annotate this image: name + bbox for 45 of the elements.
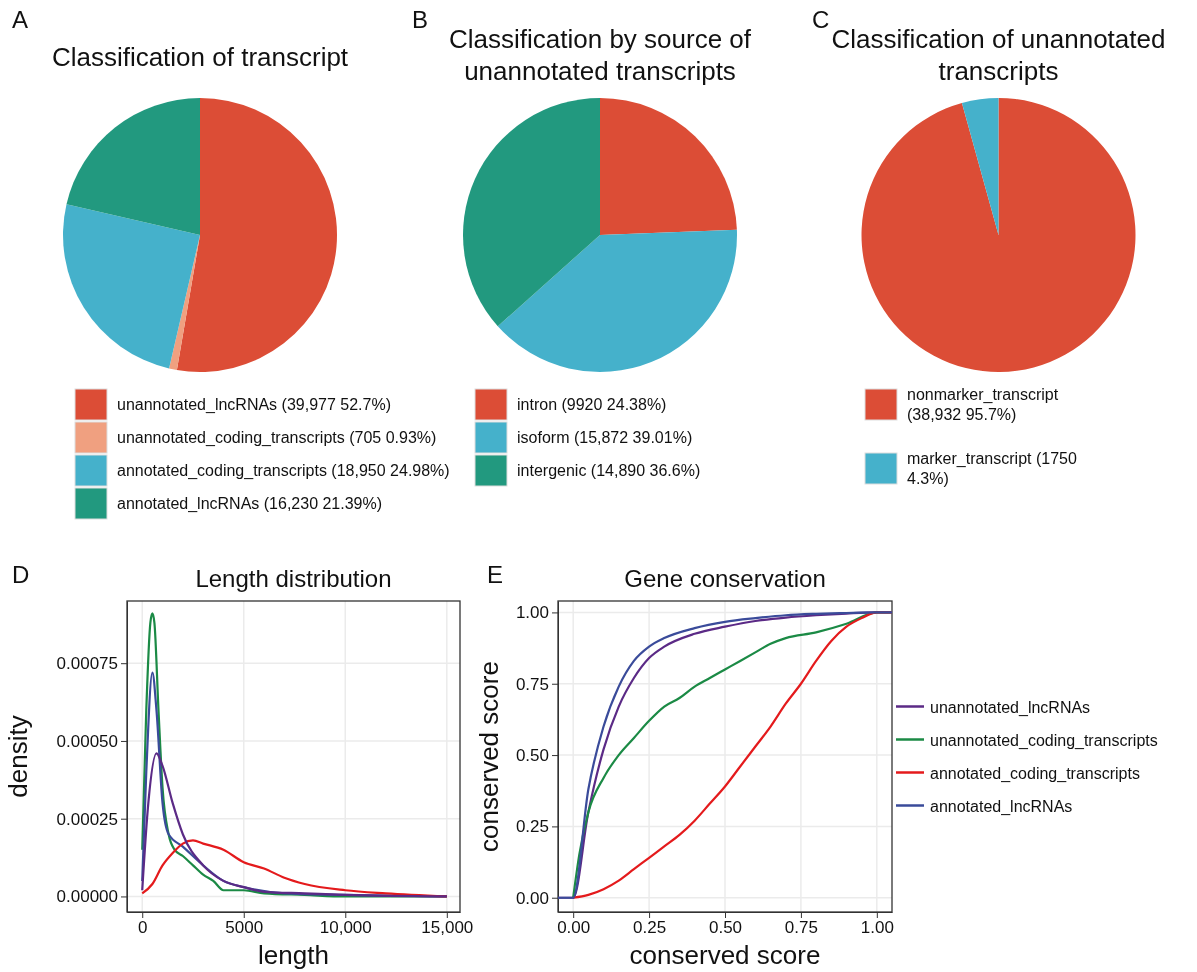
y-tick-label: 0.25 xyxy=(515,817,549,837)
text: C xyxy=(812,6,830,33)
legend-label: unannotated_coding_transcripts xyxy=(930,731,1158,750)
y-tick-label: 0.00075 xyxy=(56,654,118,674)
chart-title: Classification of transcript xyxy=(51,42,349,72)
chart-title: Classification by source of unannotated transcripts xyxy=(448,24,752,86)
legend-label: annotated_lncRNAs (16,230 21.39%) xyxy=(117,495,383,513)
x-tick-label: 0 xyxy=(137,918,148,938)
legend-label: unannotated_lncRNAs xyxy=(930,698,1091,717)
text: A xyxy=(12,6,29,33)
x-tick-label: 15,000 xyxy=(421,918,474,938)
y-axis-title: density xyxy=(3,715,33,798)
y-axis-title: conserved score xyxy=(474,661,504,852)
y-tick-label: 0.50 xyxy=(515,746,549,766)
legend-label: annotated_coding_transcripts xyxy=(930,764,1140,783)
x-tick-label: 0.50 xyxy=(708,918,743,938)
y-tick-label: 1.00 xyxy=(515,603,549,623)
chart-title: Gene conservation xyxy=(624,565,826,592)
legend-label: unannotated_coding_transcripts (705 0.93%) xyxy=(117,429,437,447)
x-tick-label: 0.00 xyxy=(557,918,591,938)
y-tick-label: 0.00 xyxy=(515,888,549,908)
legend-label: annotated_lncRNAs xyxy=(930,797,1073,816)
y-tick-label: 0.00050 xyxy=(56,731,118,751)
x-tick-label: 1.00 xyxy=(860,918,894,938)
x-tick-label: 10,000 xyxy=(319,918,372,938)
text: B xyxy=(412,6,429,33)
legend-label: intergenic (14,890 36.6%) xyxy=(517,462,701,479)
x-axis-title: length xyxy=(258,940,329,970)
x-axis-title: conserved score xyxy=(629,940,821,970)
legend-label: unannotated_lncRNAs (39,977 52.7%) xyxy=(117,396,391,414)
chart-title: Classification of unannotated transcripts xyxy=(831,24,1166,86)
y-tick-label: 0.00000 xyxy=(56,887,118,907)
legend-label: isoform (15,872 39.01%) xyxy=(517,429,693,446)
y-tick-label: 0.00025 xyxy=(56,809,118,829)
legend-label: marker_transcript (1750 4.3%) xyxy=(907,450,1077,487)
legend-label: intron (9920 24.38%) xyxy=(517,396,667,413)
x-tick-label: 0.75 xyxy=(784,918,818,938)
chart-title: Length distribution xyxy=(195,565,392,592)
text: D xyxy=(12,561,30,588)
y-tick-label: 0.75 xyxy=(515,674,549,694)
legend-label: nonmarker_transcript (38,932 95.7%) xyxy=(907,386,1059,423)
x-tick-label: 5000 xyxy=(225,918,264,938)
text: E xyxy=(487,561,504,588)
legend-label: annotated_coding_transcripts (18,950 24.98%) xyxy=(117,462,450,480)
x-tick-label: 0.25 xyxy=(633,918,667,938)
